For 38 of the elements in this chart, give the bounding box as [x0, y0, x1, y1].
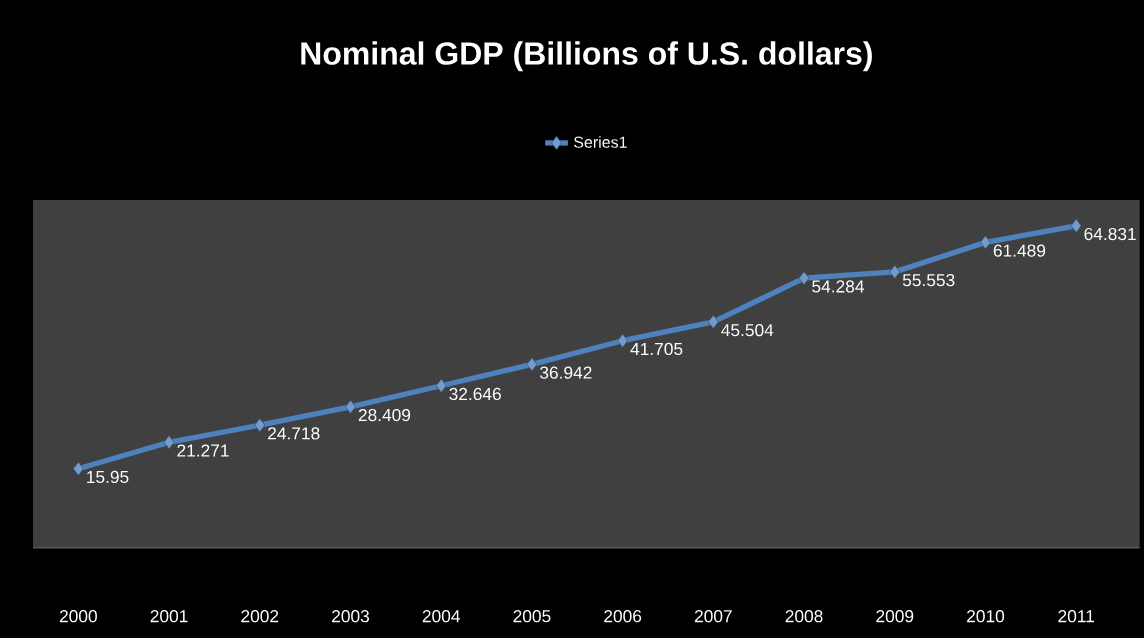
- data-label: 24.718: [268, 427, 320, 440]
- x-tick-label: 2003: [332, 610, 370, 623]
- chart-title: Nominal GDP (Billions of U.S. dollars): [301, 41, 872, 72]
- x-tick-label: 2011: [1058, 610, 1094, 623]
- data-label: 41.705: [630, 342, 683, 356]
- point: [617, 333, 628, 348]
- data-label: 64.831: [1084, 227, 1136, 241]
- x-tick-label: 2010: [967, 610, 1005, 623]
- point: [345, 399, 356, 414]
- legend-label: Series1: [574, 136, 627, 148]
- data-label: 55.553: [902, 274, 955, 287]
- data-label: 21.271: [177, 444, 229, 457]
- x-tick-label: 2008: [785, 610, 823, 623]
- point: [163, 435, 175, 450]
- data-label: 61.489: [993, 244, 1046, 257]
- data-label: 15.95: [87, 470, 129, 484]
- x-tick-label: 2000: [59, 610, 97, 623]
- x-tick-label: 2007: [694, 610, 732, 623]
- x-tick-label: 2002: [241, 610, 279, 623]
- data-label: 32.646: [449, 387, 501, 401]
- point: [1070, 218, 1082, 233]
- x-tick-label: 2005: [513, 610, 551, 623]
- x-tick-label: 2009: [876, 610, 914, 623]
- data-label: 36.942: [540, 366, 592, 379]
- point: [526, 357, 538, 372]
- point: [435, 378, 447, 393]
- x-tick-label: 2001: [150, 610, 188, 623]
- point: [980, 235, 991, 250]
- point: [708, 314, 719, 329]
- data-label: 54.284: [812, 280, 864, 293]
- point: [889, 264, 901, 279]
- x-tick-label: 2006: [604, 610, 642, 623]
- data-label: 45.504: [721, 323, 774, 337]
- data-label: 28.409: [358, 408, 411, 422]
- x-tick-label: 2004: [422, 610, 460, 623]
- point: [73, 461, 84, 476]
- point: [254, 418, 266, 433]
- point: [798, 271, 810, 286]
